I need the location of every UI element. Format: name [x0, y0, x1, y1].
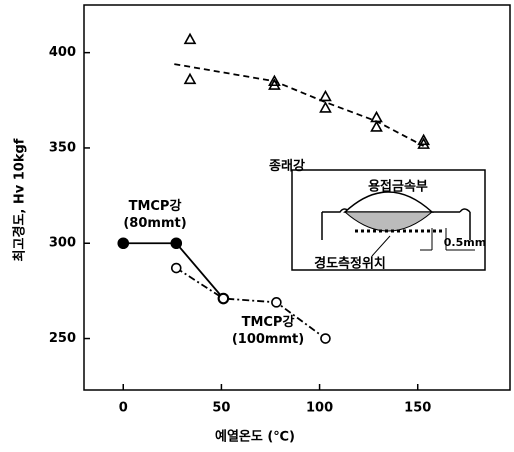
- x-tick-label: 0: [119, 401, 128, 416]
- series-line: [175, 267, 326, 340]
- dimension-line: [420, 228, 475, 251]
- marker: [170, 262, 182, 274]
- plot-frame: [83, 4, 511, 391]
- inset-label: 용접금속부: [368, 179, 428, 195]
- x-axis-label: 예열온도 (℃): [215, 429, 295, 445]
- marker: [183, 32, 197, 45]
- weld-bead: [343, 191, 434, 213]
- series-line: [174, 63, 425, 147]
- marker: [183, 72, 197, 85]
- marker: [319, 89, 332, 102]
- x-tick-label: 50: [212, 401, 230, 416]
- pointer: [371, 235, 391, 257]
- x-tick-label: 150: [404, 401, 431, 416]
- marker: [117, 237, 130, 250]
- series-label: TMCP강 (100mmt): [231, 315, 305, 347]
- inset-frame: [291, 169, 486, 271]
- inset: 용접금속부 0.5mm 경도측정위치: [291, 169, 486, 272]
- y-tick-label: 400: [49, 45, 76, 60]
- y-tick-label: 350: [49, 140, 76, 155]
- marker: [218, 293, 229, 304]
- marker: [271, 297, 282, 308]
- marker: [268, 78, 281, 90]
- series-label: 종래강: [269, 159, 305, 174]
- marker: [170, 237, 183, 250]
- marker: [370, 110, 383, 123]
- x-tick-label: 100: [306, 401, 333, 416]
- y-tick-label: 300: [49, 236, 76, 251]
- marker: [319, 101, 332, 113]
- marker: [370, 120, 383, 132]
- marker: [320, 333, 331, 344]
- marker: [417, 133, 430, 146]
- inset-label: 0.5mm: [444, 236, 486, 249]
- y-tick-label: 250: [49, 331, 76, 346]
- marker: [417, 137, 430, 149]
- series-label: TMCP강 (80mmt): [123, 199, 187, 231]
- inset-label: 경도측정위치: [314, 256, 386, 272]
- y-axis-label: 최고경도, Hv 10kgf: [12, 138, 28, 261]
- marker: [268, 74, 281, 87]
- plate-edge: [321, 211, 471, 240]
